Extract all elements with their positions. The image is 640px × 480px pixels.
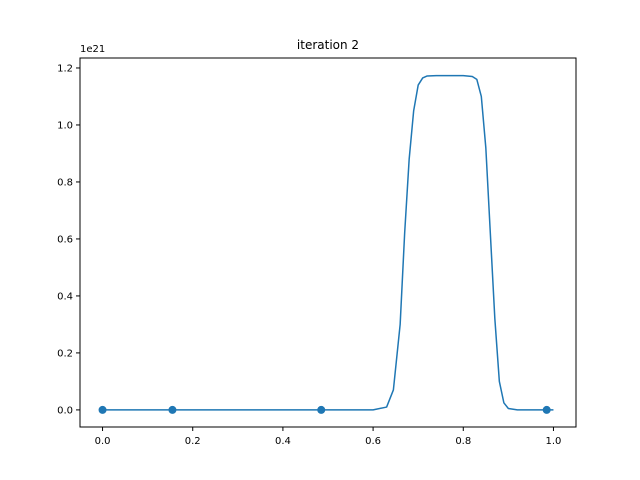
x-tick-label: 0.8 bbox=[455, 436, 471, 447]
x-tick-label: 0.0 bbox=[95, 436, 111, 447]
y-axis-scale-label: 1e21 bbox=[80, 44, 105, 55]
y-tick-label: 0.0 bbox=[57, 405, 73, 416]
x-tick-label: 0.4 bbox=[275, 436, 291, 447]
data-point bbox=[317, 405, 326, 414]
series-line bbox=[102, 74, 554, 411]
x-tick-label: 1.0 bbox=[546, 436, 562, 447]
plot-area bbox=[98, 74, 554, 414]
y-axis: 0.0 0.2 0.4 0.6 0.8 1.0 1.2 bbox=[57, 63, 80, 416]
y-tick-label: 0.6 bbox=[57, 234, 73, 245]
chart-title: iteration 2 bbox=[297, 38, 359, 52]
x-tick-label: 0.2 bbox=[185, 436, 201, 447]
y-tick-label: 1.0 bbox=[57, 120, 73, 131]
x-axis: 0.0 0.2 0.4 0.6 0.8 1.0 bbox=[95, 427, 562, 447]
data-point bbox=[168, 405, 177, 414]
y-tick-label: 0.4 bbox=[57, 291, 73, 302]
data-point bbox=[542, 405, 551, 414]
y-tick-label: 0.2 bbox=[57, 348, 73, 359]
data-point bbox=[98, 405, 107, 414]
y-tick-label: 0.8 bbox=[57, 177, 73, 188]
axes-frame bbox=[79, 57, 577, 428]
x-tick-label: 0.6 bbox=[365, 436, 381, 447]
y-tick-label: 1.2 bbox=[57, 63, 73, 74]
